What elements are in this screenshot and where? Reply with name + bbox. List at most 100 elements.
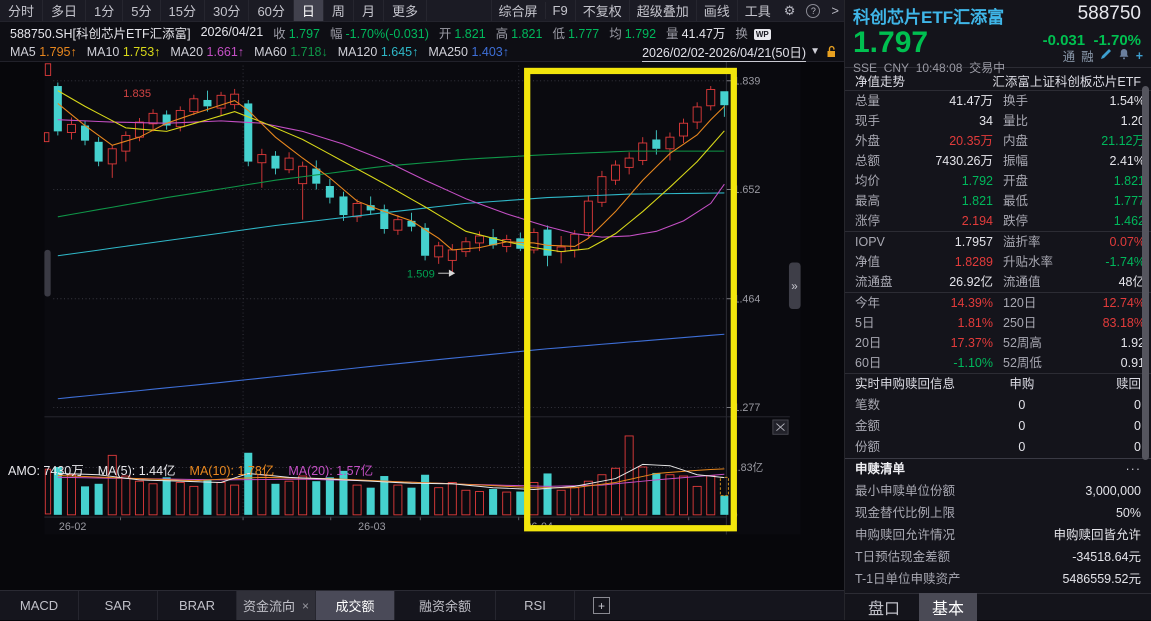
bell-icon[interactable]: [1118, 48, 1130, 63]
price-axis-label: 1.277: [733, 402, 760, 414]
last-price: 1.797: [853, 26, 929, 59]
stat-20日: 17.37%: [950, 336, 993, 350]
stat-升贴水率: -1.74%: [1105, 255, 1145, 269]
rt-row-笔数: 笔数 0 0: [855, 398, 1141, 412]
nav-subtitle-row[interactable]: 净值走势 汇添富上证科创板芯片ETF: [845, 68, 1151, 91]
volume-indicator-legend: AMO: 7430万 MA(5): 1.44亿 MA(10): 1.78亿 MA(20…: [8, 460, 387, 478]
left-collapse-handle[interactable]: [44, 249, 51, 297]
subscribe-detail-rows: 最小申赎单位份额 3,000,000 现金替代比例上限 50% 申购赎回允许情况 申购赎回…: [845, 480, 1151, 590]
security-code: 588750: [1077, 3, 1141, 24]
code-name: 588750.SH[科创芯片ETF汇添富]: [10, 26, 191, 41]
field-value-量: 41.47万: [681, 26, 726, 41]
stat-5日: 1.81%: [957, 316, 993, 330]
ma10-line: [57, 90, 725, 253]
close-icon[interactable]: ×: [302, 598, 310, 613]
volume-pane-close-button[interactable]: [772, 419, 789, 435]
toolbar-item-工具[interactable]: 工具: [736, 0, 778, 21]
nav-title[interactable]: 净值走势: [855, 75, 906, 89]
period-tab-更多[interactable]: 更多: [384, 0, 427, 21]
field-value-开: 1.821: [454, 26, 486, 41]
wp-badge[interactable]: WP: [753, 28, 771, 40]
period-tab-5分[interactable]: 5分: [123, 0, 161, 21]
market-status: SSE CNY 10:48:08 交易中: [853, 61, 1006, 75]
stat-溢折率: 0.07%: [1109, 235, 1145, 249]
stat-row: 最高 1.821 最低 1.777: [845, 191, 1151, 211]
candlestick-series: [53, 82, 729, 273]
gear-icon[interactable]: ⚙: [783, 2, 796, 18]
field-label-换: 换: [735, 26, 748, 41]
field-value-收: 1.797: [288, 26, 320, 41]
period-tab-30分[interactable]: 30分: [205, 0, 250, 21]
add-indicator-button[interactable]: +: [593, 597, 610, 614]
ma-legend-MA120: MA120 1.645↑: [337, 44, 419, 59]
detail-row: T日预估现金差额 -34518.64元: [855, 550, 1141, 564]
subscribe-list-header: 申赎清单 ···: [845, 458, 1151, 480]
svg-text:1.835: 1.835: [123, 88, 151, 100]
detail-row: 现金替代比例上限 50%: [855, 506, 1141, 520]
price-axis-label: 1.464: [733, 293, 760, 305]
panel-collapse-handle[interactable]: »: [788, 262, 801, 309]
period-tab-15分[interactable]: 15分: [161, 0, 205, 21]
indicator-tab-MACD[interactable]: MACD: [0, 591, 79, 620]
panel-tab-基本[interactable]: 基本: [919, 593, 978, 621]
period-tab-日[interactable]: 日: [293, 0, 324, 21]
indicator-tab-RSI[interactable]: RSI: [496, 591, 575, 620]
ma-legend-MA10: MA10 1.753↑: [86, 44, 161, 59]
stat-量比: 1.20: [1120, 114, 1145, 128]
toolbar-item-综合屏[interactable]: 综合屏: [490, 0, 545, 21]
period-tab-分时[interactable]: 分时: [0, 0, 44, 21]
period-tab-月[interactable]: 月: [354, 0, 384, 21]
indicator-tab-BRAR[interactable]: BRAR: [158, 591, 237, 620]
indicator-tab-融资余额[interactable]: 融资余额: [395, 591, 496, 620]
more-icon[interactable]: ···: [1125, 462, 1141, 476]
stat-最低: 1.777: [1113, 194, 1145, 208]
detail-row: 申购赎回允许情况 申购赎回皆允许: [855, 528, 1141, 542]
quote-badges: 通 融 +: [1063, 46, 1143, 65]
chevron-down-icon[interactable]: ▼: [810, 46, 820, 57]
vol-ma10-line: [57, 468, 725, 489]
left-edge-strip: [43, 63, 52, 515]
chart-period-toolbar: 分时 多日 1分 5分 15分 30分 60分日周月更多 综合屏 F9 不复权 超级叠加 画线 工具 ⚙?…: [0, 0, 845, 22]
ma-legend-MA5: MA5 1.795↑: [10, 44, 77, 59]
indicator-tab-成交额[interactable]: 成交额: [316, 591, 395, 620]
margin-badge-tong: 通: [1062, 50, 1076, 64]
stat-row: 现手 34 量比 1.20: [845, 111, 1151, 131]
volume-axis-label: 1.83亿: [732, 461, 764, 474]
period-tab-多日[interactable]: 多日: [43, 0, 87, 21]
stat-row: 总额 7430.26万 振幅 2.41%: [845, 151, 1151, 171]
security-name: 科创芯片ETF汇添富: [853, 8, 1005, 27]
period-tab-周[interactable]: 周: [324, 0, 354, 21]
date-range-selector[interactable]: 2026/02/02-2026/04/21(50日): [642, 42, 807, 62]
indicator-tab-SAR[interactable]: SAR: [79, 591, 158, 620]
chevron-right-icon[interactable]: >: [831, 3, 839, 18]
period-tab-60分[interactable]: 60分: [249, 0, 294, 21]
toolbar-item-F9[interactable]: F9: [544, 2, 575, 19]
stat-60日: -1.10%: [953, 356, 993, 370]
stat-52周低: 0.91: [1120, 356, 1145, 370]
indicator-tab-资金流向[interactable]: 资金流向 ×: [237, 591, 316, 620]
stat-row: IOPV 1.7957 溢折率 0.07%: [845, 232, 1151, 252]
toolbar-item-超级叠加[interactable]: 超级叠加: [628, 0, 696, 21]
help-icon[interactable]: ?: [806, 3, 821, 18]
edit-icon[interactable]: [1100, 48, 1112, 63]
svg-text:»: »: [791, 280, 797, 293]
ma-legend-MA20: MA20 1.661↑: [170, 44, 245, 59]
date-axis-label: 26-02: [59, 521, 86, 533]
field-value-低: 1.777: [567, 26, 600, 41]
stat-最高: 1.821: [961, 194, 993, 208]
lock-icon[interactable]: [826, 45, 837, 58]
stat-120日: 12.74%: [1102, 296, 1145, 310]
stat-row: 外盘 20.35万 内盘 21.12万: [845, 131, 1151, 151]
side-panel-scrollbar[interactable]: [1142, 86, 1149, 460]
quote-date: 2026/04/21: [200, 25, 264, 39]
ma20-line: [57, 119, 725, 238]
panel-tab-盘口[interactable]: 盘口: [868, 601, 901, 618]
period-tab-1分[interactable]: 1分: [86, 0, 124, 21]
field-label-低: 低: [552, 26, 565, 41]
field-label-高: 高: [495, 26, 509, 41]
toolbar-item-画线[interactable]: 画线: [695, 0, 737, 21]
chart-annotations: 1.835 1.509: [123, 88, 456, 281]
add-icon[interactable]: +: [1135, 48, 1143, 63]
toolbar-item-不复权[interactable]: 不复权: [574, 0, 629, 21]
highlight-box: [524, 67, 737, 532]
